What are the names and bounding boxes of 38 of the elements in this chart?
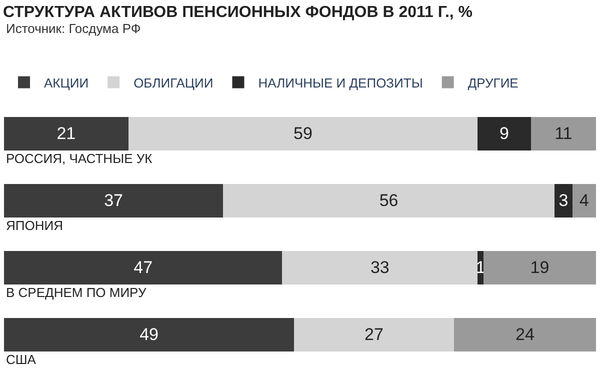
data-label: 56 — [379, 191, 398, 210]
bar — [4, 318, 294, 352]
bar — [282, 250, 478, 284]
data-label: 59 — [294, 124, 312, 144]
data-label: 9 — [500, 124, 509, 144]
bar — [128, 116, 478, 150]
bar — [4, 250, 282, 284]
data-label: 3 — [558, 191, 568, 210]
legend-label: ДРУГИЕ — [468, 75, 519, 90]
data-label: 24 — [516, 325, 534, 344]
data-label: 11 — [554, 124, 572, 144]
legend-label: НАЛИЧНЫЕ И ДЕПОЗИТЫ — [258, 75, 423, 90]
data-label: 19 — [530, 258, 550, 278]
y-tick-label: В СРЕДНЕМ ПО МИРУ — [6, 285, 147, 300]
bar — [554, 184, 572, 218]
y-tick-label: США — [6, 352, 36, 367]
data-label: 49 — [140, 325, 158, 344]
data-label: 33 — [370, 258, 390, 278]
legend-label: АКЦИИ — [44, 75, 89, 90]
bar — [530, 116, 596, 150]
chart-title: СТРУКТУРА АКТИВОВ ПЕНСИОННЫХ ФОНДОВ В 2011 Г., % — [3, 4, 472, 22]
bar — [4, 116, 128, 150]
data-label: 27 — [364, 325, 384, 344]
bar — [454, 318, 596, 352]
bar — [484, 250, 596, 284]
data-label: 4 — [579, 191, 589, 210]
y-tick-label: РОССИЯ, ЧАСТНЫЕ УК — [6, 151, 153, 166]
bar — [223, 184, 555, 218]
bar — [4, 184, 224, 218]
chart-subtitle: Источник: Госдума РФ — [6, 21, 141, 36]
bar — [478, 116, 531, 150]
y-tick-label: ЯПОНИЯ — [6, 218, 63, 233]
data-label: 37 — [104, 191, 123, 210]
bar — [572, 184, 596, 218]
bar — [294, 318, 454, 352]
legend-label: ОБЛИГАЦИИ — [134, 75, 214, 90]
data-label: 47 — [134, 258, 153, 278]
data-label: 21 — [56, 124, 76, 144]
